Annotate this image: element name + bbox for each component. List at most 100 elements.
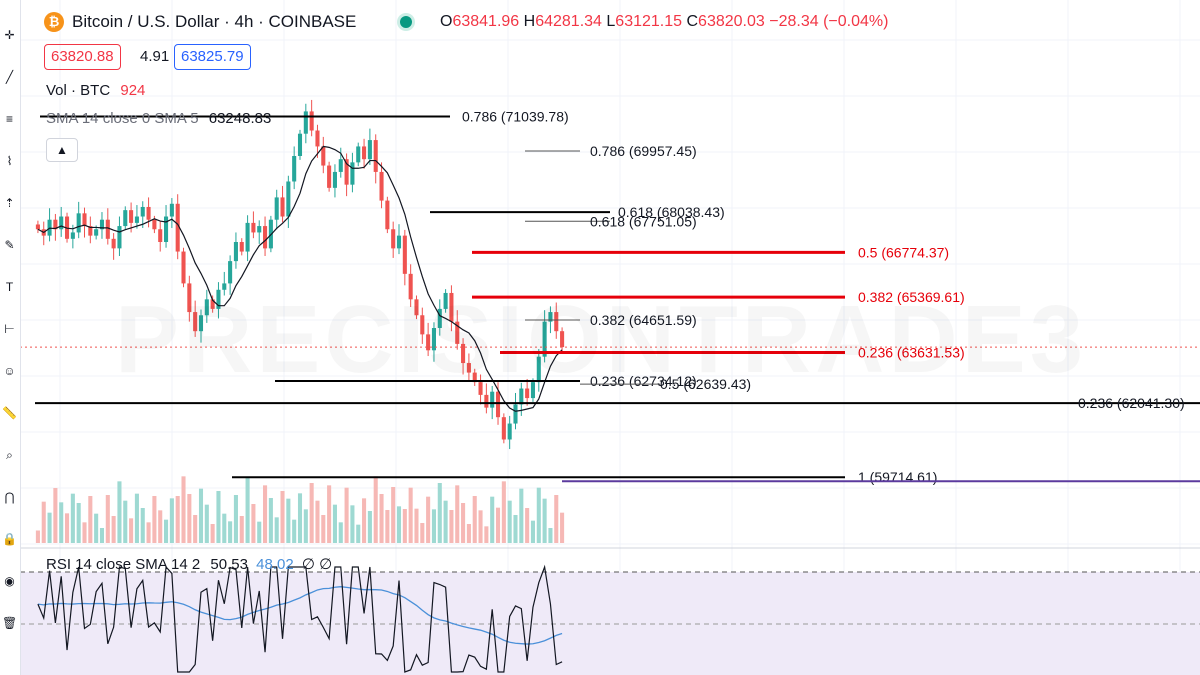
candle-body — [379, 171, 384, 201]
watermark: PRECISIONTRADE3 — [115, 285, 1087, 395]
lock-icon[interactable]: 🔒 — [2, 532, 17, 546]
candle-body — [560, 331, 565, 348]
volume-bar — [129, 518, 134, 543]
candle-body — [210, 299, 215, 309]
measure-icon[interactable]: ⊢ — [4, 322, 15, 336]
volume-bar — [164, 519, 169, 543]
volume-bar — [350, 505, 355, 543]
volume-bar — [111, 516, 116, 543]
candle-body — [344, 159, 349, 185]
candle-body — [530, 382, 536, 399]
volume-bars — [35, 476, 565, 543]
candle-body — [111, 238, 116, 249]
volume-bar — [268, 498, 273, 543]
market-status-dot — [400, 16, 412, 28]
brush-icon[interactable]: ✎ — [4, 238, 15, 252]
candle-body — [309, 111, 314, 131]
crosshair-icon[interactable]: ✛ — [4, 28, 15, 42]
buy-price-button[interactable]: 63825.79 — [174, 44, 251, 70]
candle-body — [140, 206, 145, 217]
candle-body — [292, 156, 297, 182]
rsi-label: RSI 14 close SMA 14 2 — [46, 556, 201, 573]
candle-body — [507, 423, 512, 440]
volume-legend[interactable]: Vol · BTC 924 — [46, 82, 145, 99]
candle-body — [362, 146, 367, 160]
volume-bar — [327, 485, 332, 543]
symbol-title[interactable]: Bitcoin / U.S. Dollar · 4h · COINBASE — [72, 12, 357, 31]
eye-icon[interactable]: ◉ — [4, 574, 15, 588]
volume-bar — [367, 511, 372, 543]
candle-body — [76, 213, 81, 233]
candle-body — [228, 261, 233, 284]
candle-body — [297, 133, 303, 156]
volume-bar — [362, 498, 367, 543]
volume-bar — [396, 506, 402, 543]
fib-label: 0.382 (64651.59) — [590, 312, 697, 328]
rsi-line — [37, 564, 563, 673]
sma-value: 63248.83 — [208, 110, 272, 127]
volume-bar — [414, 508, 419, 543]
volume-bar — [204, 504, 209, 543]
candle-body — [129, 210, 134, 223]
volume-bar — [263, 485, 268, 543]
volume-bar — [525, 508, 530, 543]
volume-bar — [391, 487, 396, 543]
volume-bar — [94, 513, 99, 543]
volume-bar — [175, 496, 180, 543]
volume-bar — [321, 515, 326, 543]
candle-body — [239, 242, 244, 252]
candle-body — [181, 251, 186, 284]
sma-legend[interactable]: SMA 14 close 0 SMA 5 63248.83 — [46, 110, 271, 127]
volume-bar — [443, 500, 448, 543]
fib-icon[interactable]: ≡ — [5, 112, 13, 126]
volume-bar — [420, 523, 425, 543]
volume-bar — [373, 476, 378, 543]
volume-bar — [140, 508, 145, 543]
candle-body — [396, 235, 402, 249]
prediction-icon[interactable]: ⇡ — [4, 196, 15, 210]
rsi-sma-line — [37, 586, 563, 645]
sell-price-button[interactable]: 63820.88 — [44, 44, 121, 70]
candle-body — [443, 292, 448, 309]
rsi-pane — [20, 547, 1200, 675]
trend-line-icon[interactable]: ╱ — [5, 70, 14, 84]
candle-body — [548, 312, 553, 322]
candle-body — [495, 391, 501, 418]
volume-bar — [484, 526, 489, 543]
trash-icon[interactable]: 🗑 — [2, 616, 18, 630]
volume-bar — [251, 504, 256, 543]
volume-bar — [35, 530, 40, 543]
candle-body — [461, 343, 466, 364]
volume-bar — [501, 481, 506, 543]
ohlc-readout: O63841.96 H64281.34 L63121.15 C63820.03 … — [440, 13, 888, 31]
ruler-icon[interactable]: 📏 — [2, 406, 17, 420]
candle-body — [455, 321, 460, 344]
text-icon[interactable]: T — [5, 280, 14, 294]
volume-bar — [76, 503, 81, 543]
volume-bar — [257, 521, 262, 543]
volume-bar — [152, 496, 157, 543]
volume-bar — [146, 522, 151, 543]
volume-bar — [426, 496, 431, 543]
fib-label: 0.786 (71039.78) — [462, 109, 569, 125]
rsi-legend[interactable]: RSI 14 close SMA 14 2 50.53 48.02 ∅ ∅ — [46, 555, 332, 573]
candle-body — [513, 404, 518, 424]
fib-label: 0.236 (62734.12) — [590, 373, 697, 389]
candle-body — [274, 197, 279, 220]
magnet-icon[interactable]: ⋂ — [4, 490, 15, 504]
candle-body — [321, 146, 326, 166]
chart-area[interactable]: 0.786 (71039.78) 0.786 (69957.45) 0.618 (6… — [20, 0, 1200, 675]
candle-body — [356, 146, 361, 163]
pattern-icon[interactable]: ⌇ — [6, 154, 13, 168]
emoji-icon[interactable]: ☺ — [3, 364, 16, 378]
volume-bar — [88, 496, 93, 543]
volume-bar — [41, 501, 46, 543]
collapse-legend-button[interactable]: ▲ — [46, 138, 78, 162]
candle-body — [134, 216, 139, 223]
candle-body — [385, 200, 390, 230]
zoom-icon[interactable]: ⌕ — [6, 448, 13, 462]
volume-bar — [437, 483, 442, 543]
close-value: 63820.03 — [698, 13, 765, 30]
candle-body — [367, 140, 372, 160]
volume-bar — [554, 495, 559, 543]
